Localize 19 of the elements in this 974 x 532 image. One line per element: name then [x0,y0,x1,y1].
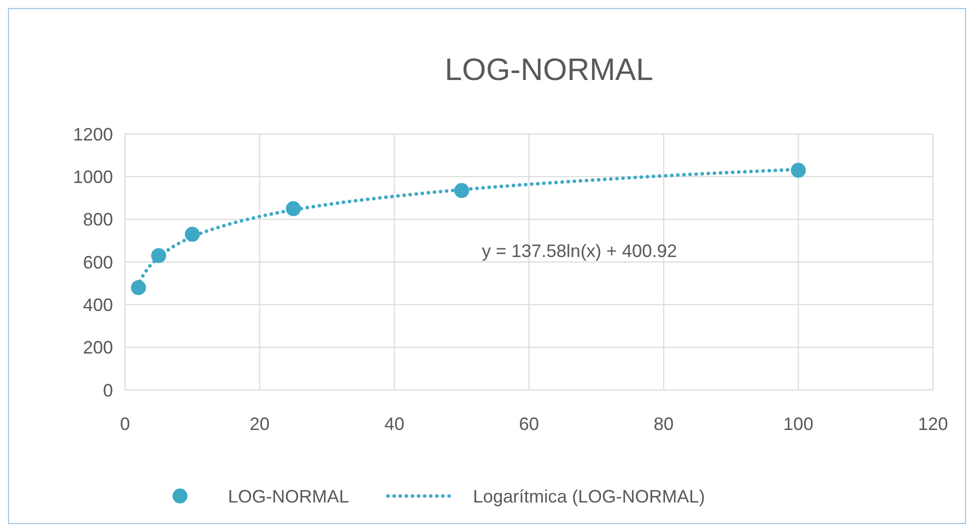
chart-title: LOG-NORMAL [444,52,654,87]
legend-label: LOG-NORMAL [228,486,350,506]
y-tick-label: 1200 [72,124,113,144]
x-tick-label: 60 [518,414,540,434]
y-tick-label: 0 [102,380,113,400]
legend-label: Logarítmica (LOG-NORMAL) [473,486,706,506]
point [790,162,806,178]
x-tick-label: 80 [654,414,674,434]
y-tick-label: 800 [82,210,113,230]
y-tick-label: 600 [82,252,113,272]
x-tick-label: 0 [120,414,130,434]
x-tick-label: 120 [918,414,948,434]
y-tick-label: 400 [82,294,113,315]
annotation: y = 137.58ln(x) + 400.92 [482,241,678,261]
x-tick-label: 40 [384,414,404,434]
x-tick-label: 20 [250,414,270,434]
y-tick-label: 200 [82,338,113,358]
y-tick-label: 1000 [72,166,113,187]
x-tick-label: 100 [783,414,814,434]
